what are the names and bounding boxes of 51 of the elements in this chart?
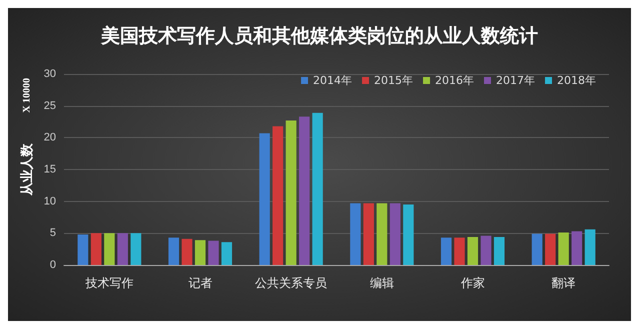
legend-label: 2016年 (435, 74, 474, 87)
y-tick-label: 5 (50, 227, 56, 240)
bar (480, 236, 492, 265)
legend-label: 2018年 (557, 74, 596, 87)
y-axis-title: 从业人数 (18, 142, 34, 196)
legend-label: 2014年 (313, 74, 352, 87)
bar (221, 242, 232, 265)
x-tick-label: 编辑 (370, 276, 394, 290)
legend-label: 2017年 (496, 74, 536, 87)
bar (90, 233, 102, 265)
y-tick-label: 20 (44, 132, 56, 144)
bar (286, 120, 296, 265)
bar (168, 238, 180, 265)
bar (454, 238, 465, 265)
y-tick-label: 25 (44, 100, 56, 112)
bar (130, 233, 142, 265)
bar (532, 234, 542, 265)
x-tick-label: 作家 (460, 276, 485, 290)
bar (363, 203, 374, 265)
bar (440, 238, 452, 265)
bar (390, 203, 400, 265)
bar (117, 233, 128, 265)
bar (194, 240, 206, 265)
text: X 10000 (22, 78, 32, 113)
bar (104, 233, 115, 265)
bar (467, 236, 478, 265)
bar (545, 234, 556, 265)
bar (558, 232, 569, 265)
y-tick-label: 10 (44, 195, 56, 208)
bar (572, 231, 582, 265)
bar (376, 203, 388, 265)
y-tick-label: 15 (44, 164, 56, 176)
y-tick-label: 30 (44, 68, 56, 80)
bar (312, 112, 323, 265)
y-tick-label: 0 (50, 259, 56, 271)
bar (272, 126, 284, 265)
chart-title: 美国技术写作人员和其他媒体类岗位的从业人数统计 (100, 25, 538, 47)
x-tick-label: 技术写作 (84, 276, 134, 290)
bar (208, 240, 219, 265)
x-tick-label: 记者 (188, 276, 212, 290)
bar (299, 116, 310, 265)
bar (259, 133, 270, 265)
x-tick-label: 公共关系专员 (255, 276, 328, 290)
bar (78, 234, 88, 265)
bar (403, 204, 414, 265)
x-tick-label: 翻译 (552, 276, 576, 290)
bar (182, 238, 192, 265)
legend-label: 2015年 (374, 74, 414, 87)
bar (584, 229, 596, 265)
bar (494, 236, 505, 265)
bar (350, 203, 361, 265)
